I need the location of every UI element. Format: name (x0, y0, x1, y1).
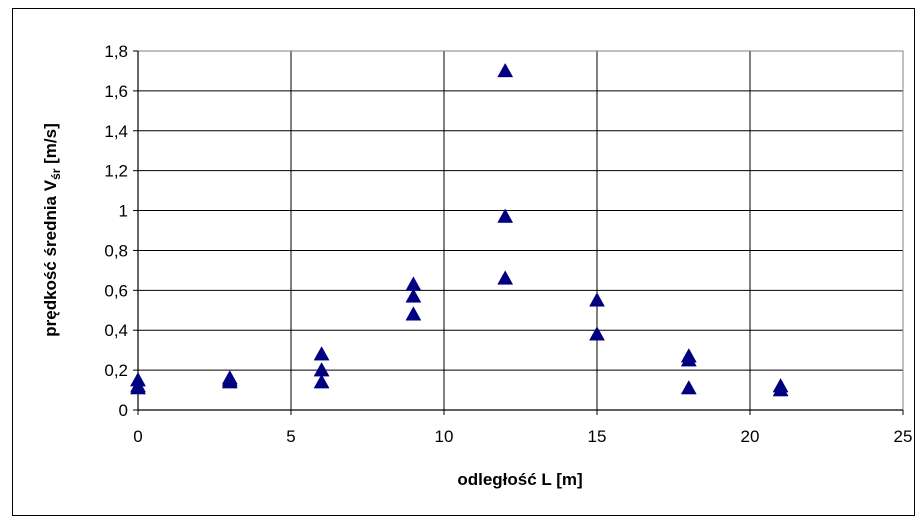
y-tick-label: 0 (119, 401, 128, 420)
data-point-triangle (589, 326, 605, 341)
y-axis-title: prędkość średnia Vśr [m/s] (41, 123, 63, 337)
data-point-triangle (497, 62, 514, 78)
axes (133, 50, 904, 415)
plot-area (138, 51, 903, 410)
y-tick-label: 0,2 (104, 361, 128, 380)
data-point-triangle (497, 270, 514, 285)
data-point-triangle (680, 352, 697, 367)
chart-area: 0 0,2 0,4 0,6 0,8 1 1,2 1,4 1,6 1,8 0 5 10 15 20 25 od… (12, 8, 915, 516)
data-point-triangle (221, 374, 238, 389)
data-point-triangle (313, 346, 330, 361)
y-tick-label: 1,8 (104, 42, 128, 61)
y-tick-labels: 0 0,2 0,4 0,6 0,8 1 1,2 1,4 1,6 1,8 (104, 42, 128, 420)
y-axis-title-subscript: śr (49, 168, 63, 180)
data-point-triangle (130, 380, 146, 395)
scatter-chart: 0 0,2 0,4 0,6 0,8 1 1,2 1,4 1,6 1,8 0 5 10 15 20 25 od… (41, 42, 912, 489)
x-tick-label: 10 (435, 427, 454, 446)
y-tick-label: 1,2 (104, 162, 128, 181)
y-tick-label: 0,8 (104, 241, 128, 260)
x-tick-label: 20 (741, 427, 760, 446)
data-points (130, 62, 789, 397)
y-axis-title-suffix: [m/s] (41, 123, 60, 168)
data-point-triangle (772, 382, 789, 397)
data-point-triangle (497, 208, 514, 223)
data-point-triangle (313, 374, 330, 389)
data-point-triangle (589, 292, 605, 307)
y-tick-label: 1,6 (104, 82, 128, 101)
data-point-triangle (405, 288, 422, 303)
y-axis-title-main: prędkość średnia V (41, 179, 60, 337)
y-tick-label: 1 (119, 202, 128, 221)
x-tick-label: 15 (588, 427, 607, 446)
x-tick-label: 25 (894, 427, 913, 446)
data-point-triangle (680, 380, 697, 395)
y-tick-label: 1,4 (104, 122, 128, 141)
x-axis-title: odległość L [m] (457, 470, 582, 489)
grid-lines (138, 51, 903, 410)
y-tick-label: 0,6 (104, 281, 128, 300)
x-tick-label: 0 (133, 427, 142, 446)
x-tick-labels: 0 5 10 15 20 25 (133, 427, 912, 446)
y-tick-label: 0,4 (104, 321, 128, 340)
x-tick-label: 5 (286, 427, 295, 446)
data-point-triangle (405, 306, 422, 321)
